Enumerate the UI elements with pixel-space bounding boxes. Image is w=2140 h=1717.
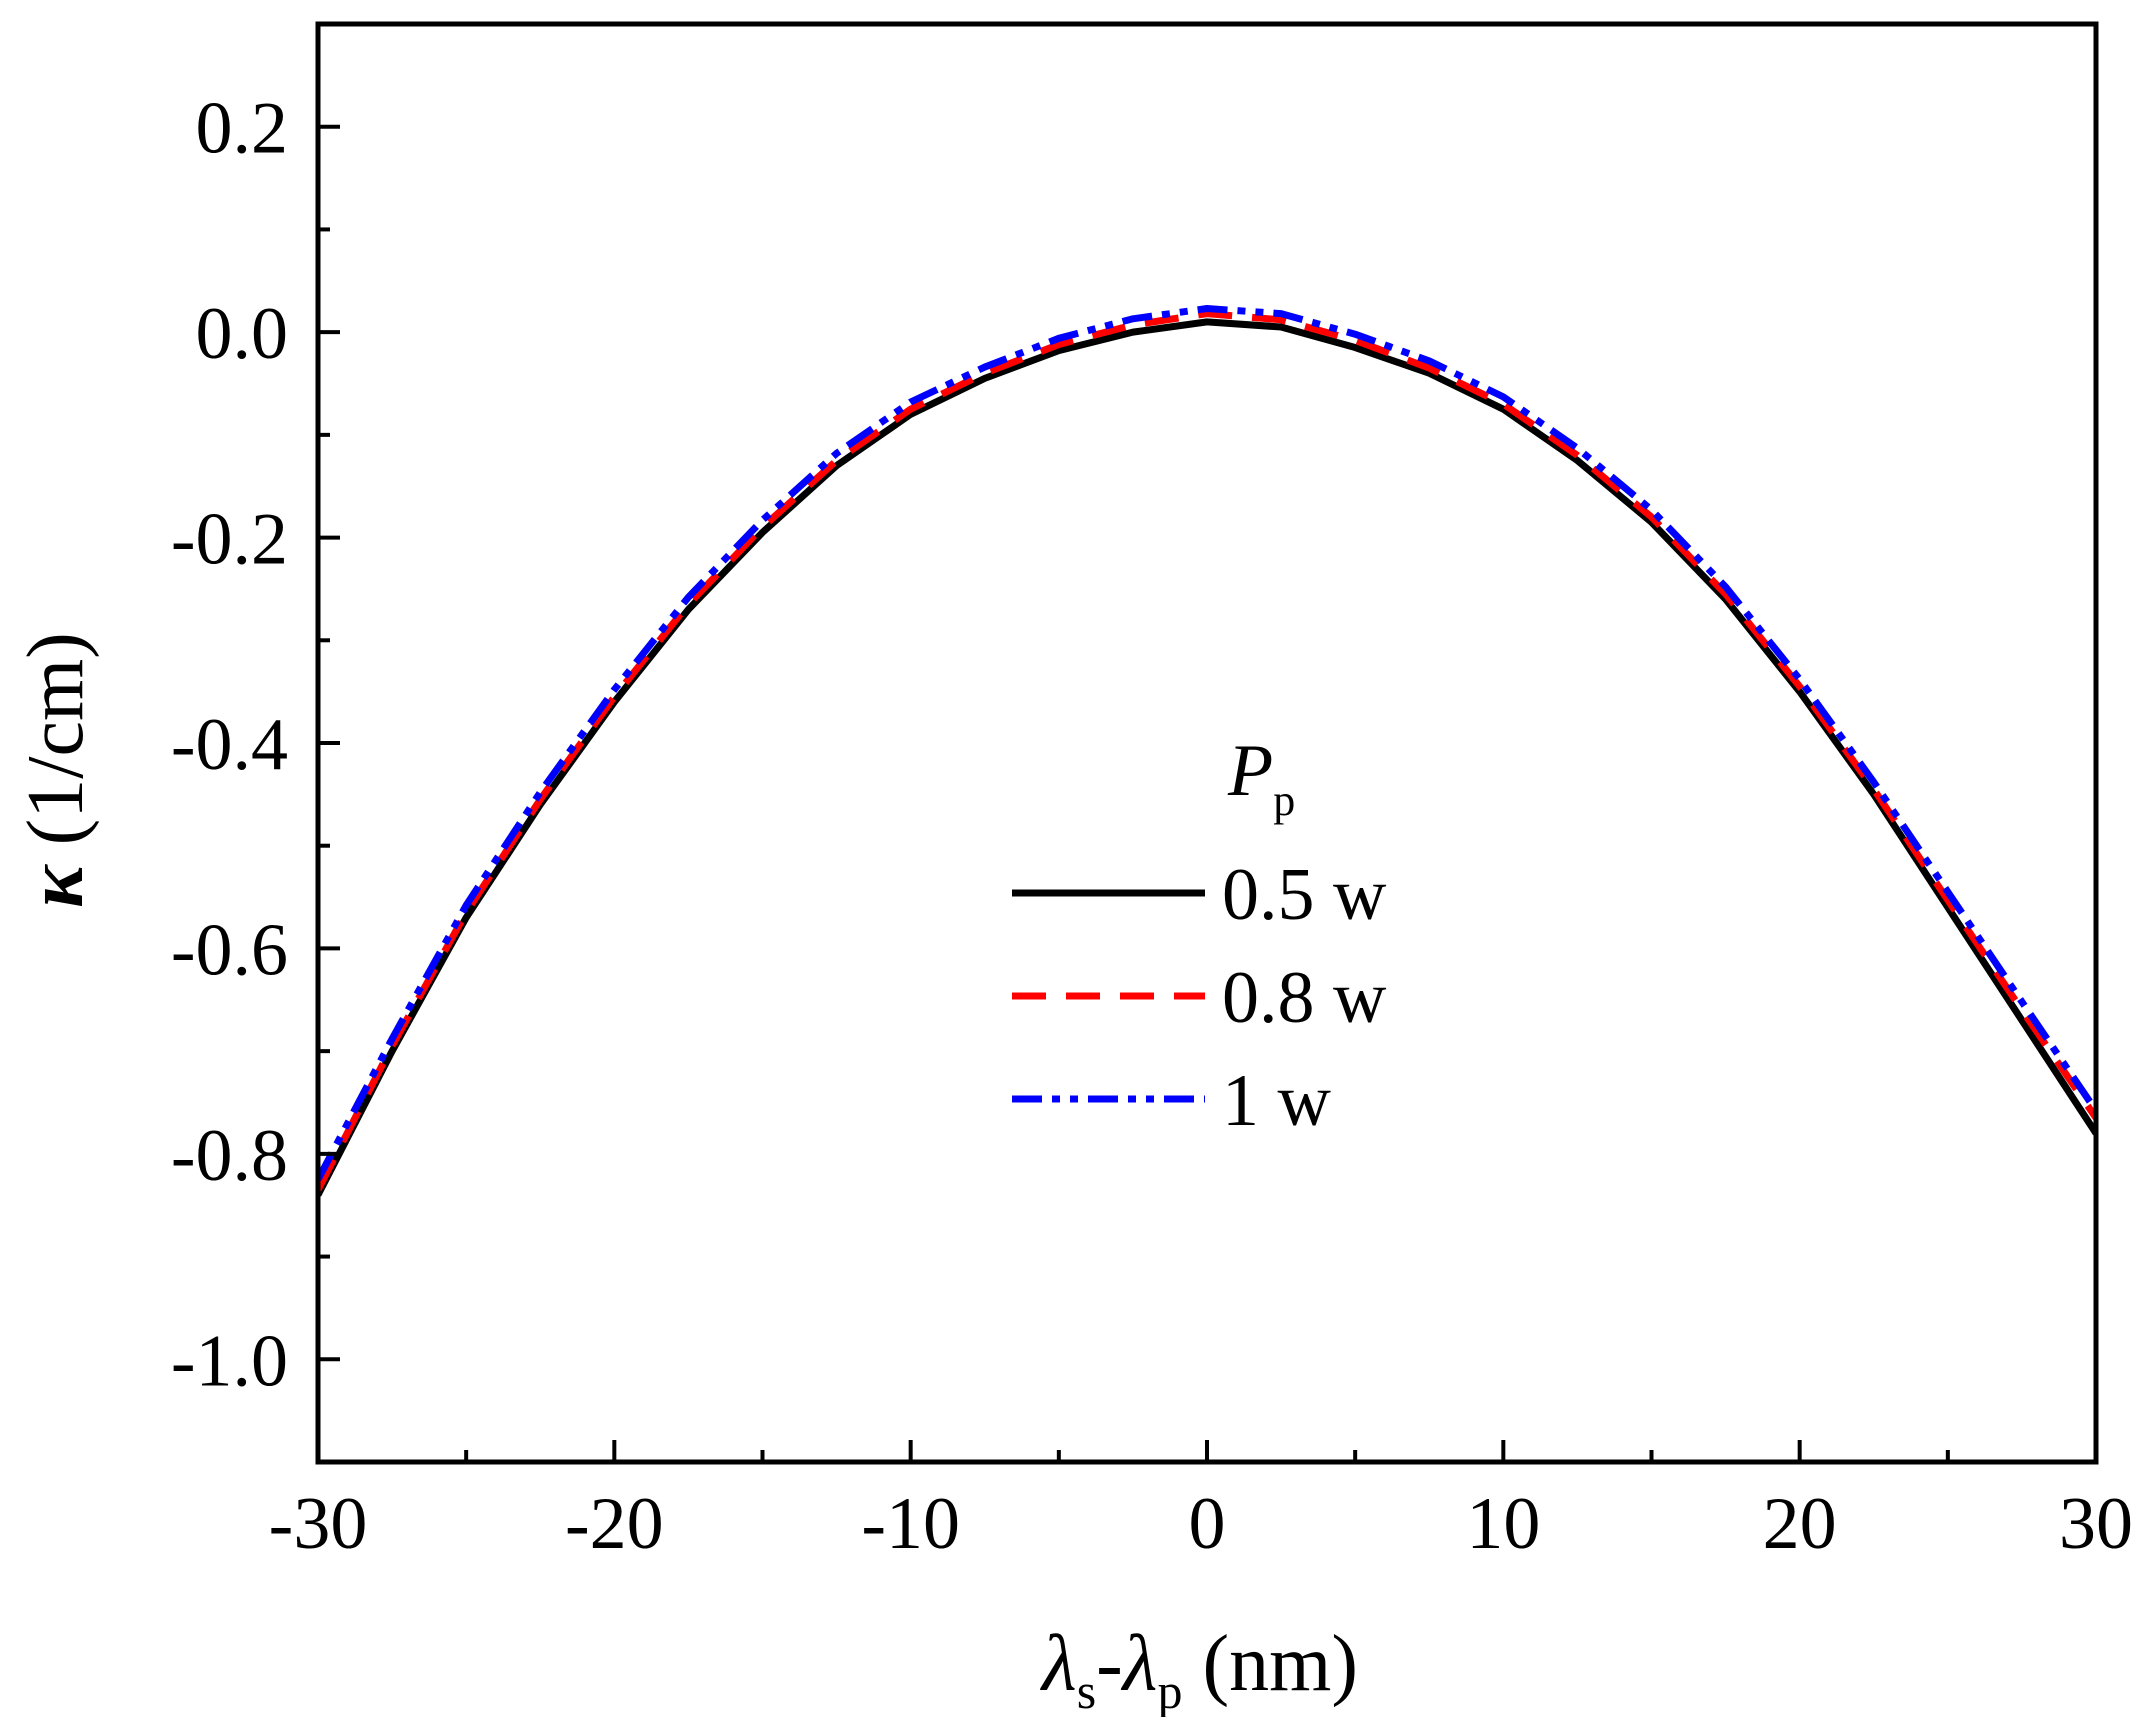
- x-axis-title-sub-s: s: [1077, 1663, 1096, 1717]
- x-axis-title-sub-p: p: [1157, 1663, 1182, 1717]
- legend-title: Pp: [1227, 730, 1295, 825]
- x-tick-label: 20: [1763, 1483, 1837, 1565]
- series-line-1: [318, 318, 2096, 1197]
- x-tick-label: -10: [861, 1483, 960, 1565]
- x-axis-title-unit: (nm): [1182, 1620, 1358, 1708]
- x-tick-label: 0: [1189, 1483, 1226, 1565]
- y-tick-label: -0.8: [171, 1115, 288, 1197]
- x-tick-label: 10: [1466, 1483, 1540, 1565]
- x-tick-label: 30: [2059, 1483, 2133, 1565]
- y-tick-label: 0.0: [196, 293, 289, 375]
- y-tick-label: -0.2: [171, 499, 288, 581]
- y-axis-title-kappa: κ: [12, 864, 100, 908]
- y-tick-label: -0.6: [171, 909, 288, 991]
- y-tick-label: 0.2: [196, 88, 289, 170]
- y-tick-label: -1.0: [171, 1320, 288, 1402]
- legend-label-1: 0.5 w: [1222, 854, 1387, 936]
- x-axis-title-lambda-s: λ: [1040, 1620, 1077, 1708]
- x-axis-title: λs-λp (nm): [1040, 1620, 1358, 1717]
- series-line-3: [318, 305, 2096, 1182]
- plot-area: [318, 305, 2096, 1197]
- x-axis-title-lambda-p: λ: [1121, 1620, 1158, 1708]
- y-axis-title-unit: (1/cm): [12, 632, 100, 865]
- series-line-2: [318, 310, 2096, 1192]
- y-tick-label: -0.4: [171, 704, 288, 786]
- legend-label-2: 0.8 w: [1222, 957, 1387, 1039]
- y-axis-title: κ (1/cm): [12, 632, 100, 908]
- legend-title-main: P: [1227, 730, 1273, 812]
- x-tick-label: -20: [565, 1483, 664, 1565]
- legend-title-sub: p: [1273, 776, 1295, 825]
- legend-label-3: 1 w: [1222, 1060, 1332, 1142]
- x-tick-label: -30: [269, 1483, 368, 1565]
- x-axis-title-dash: -: [1096, 1620, 1123, 1708]
